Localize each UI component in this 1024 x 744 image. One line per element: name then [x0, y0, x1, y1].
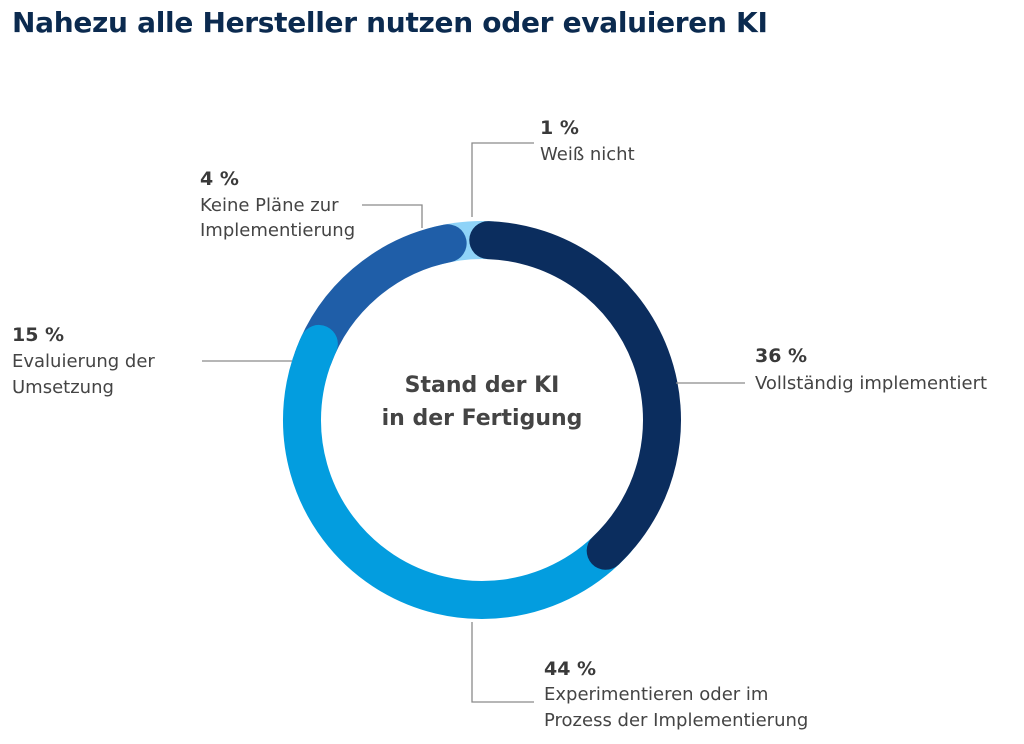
center-label-line-1: Stand der KI: [405, 373, 560, 398]
leader-line-weiss-nicht: [471, 142, 534, 217]
category-label-evaluierung-line-2: Umsetzung: [12, 377, 114, 398]
center-label-line-2: in der Fertigung: [382, 406, 583, 431]
category-label-keine-plaene-line-1: Keine Pläne zur: [200, 195, 339, 216]
category-label-evaluierung-line-1: Evaluierung der: [12, 351, 155, 372]
category-label-vollstaendig: Vollständig implementiert: [755, 373, 987, 394]
value-label-experimentieren: 44 %: [544, 658, 596, 680]
chart-title: Nahezu alle Hersteller nutzen oder evalu…: [12, 6, 768, 39]
value-label-keine-plaene: 4 %: [200, 168, 239, 190]
category-label-experimentieren-line-2: Prozess der Implementierung: [544, 710, 808, 731]
donut-slice-vollstaendig: [469, 221, 681, 570]
category-label-weiss-nicht: Weiß nicht: [540, 144, 635, 165]
donut-slice-experimentieren: [283, 324, 636, 619]
value-label-evaluierung: 15 %: [12, 324, 64, 346]
value-label-vollstaendig: 36 %: [755, 345, 807, 367]
value-label-weiss-nicht: 1 %: [540, 117, 579, 139]
leader-line-experimentieren: [471, 622, 534, 703]
leader-line-keine-plaene: [362, 204, 423, 228]
category-label-keine-plaene-line-2: Implementierung: [200, 220, 355, 241]
donut-ring: [283, 220, 681, 619]
category-label-experimentieren-line-1: Experimentieren oder im: [544, 684, 768, 705]
